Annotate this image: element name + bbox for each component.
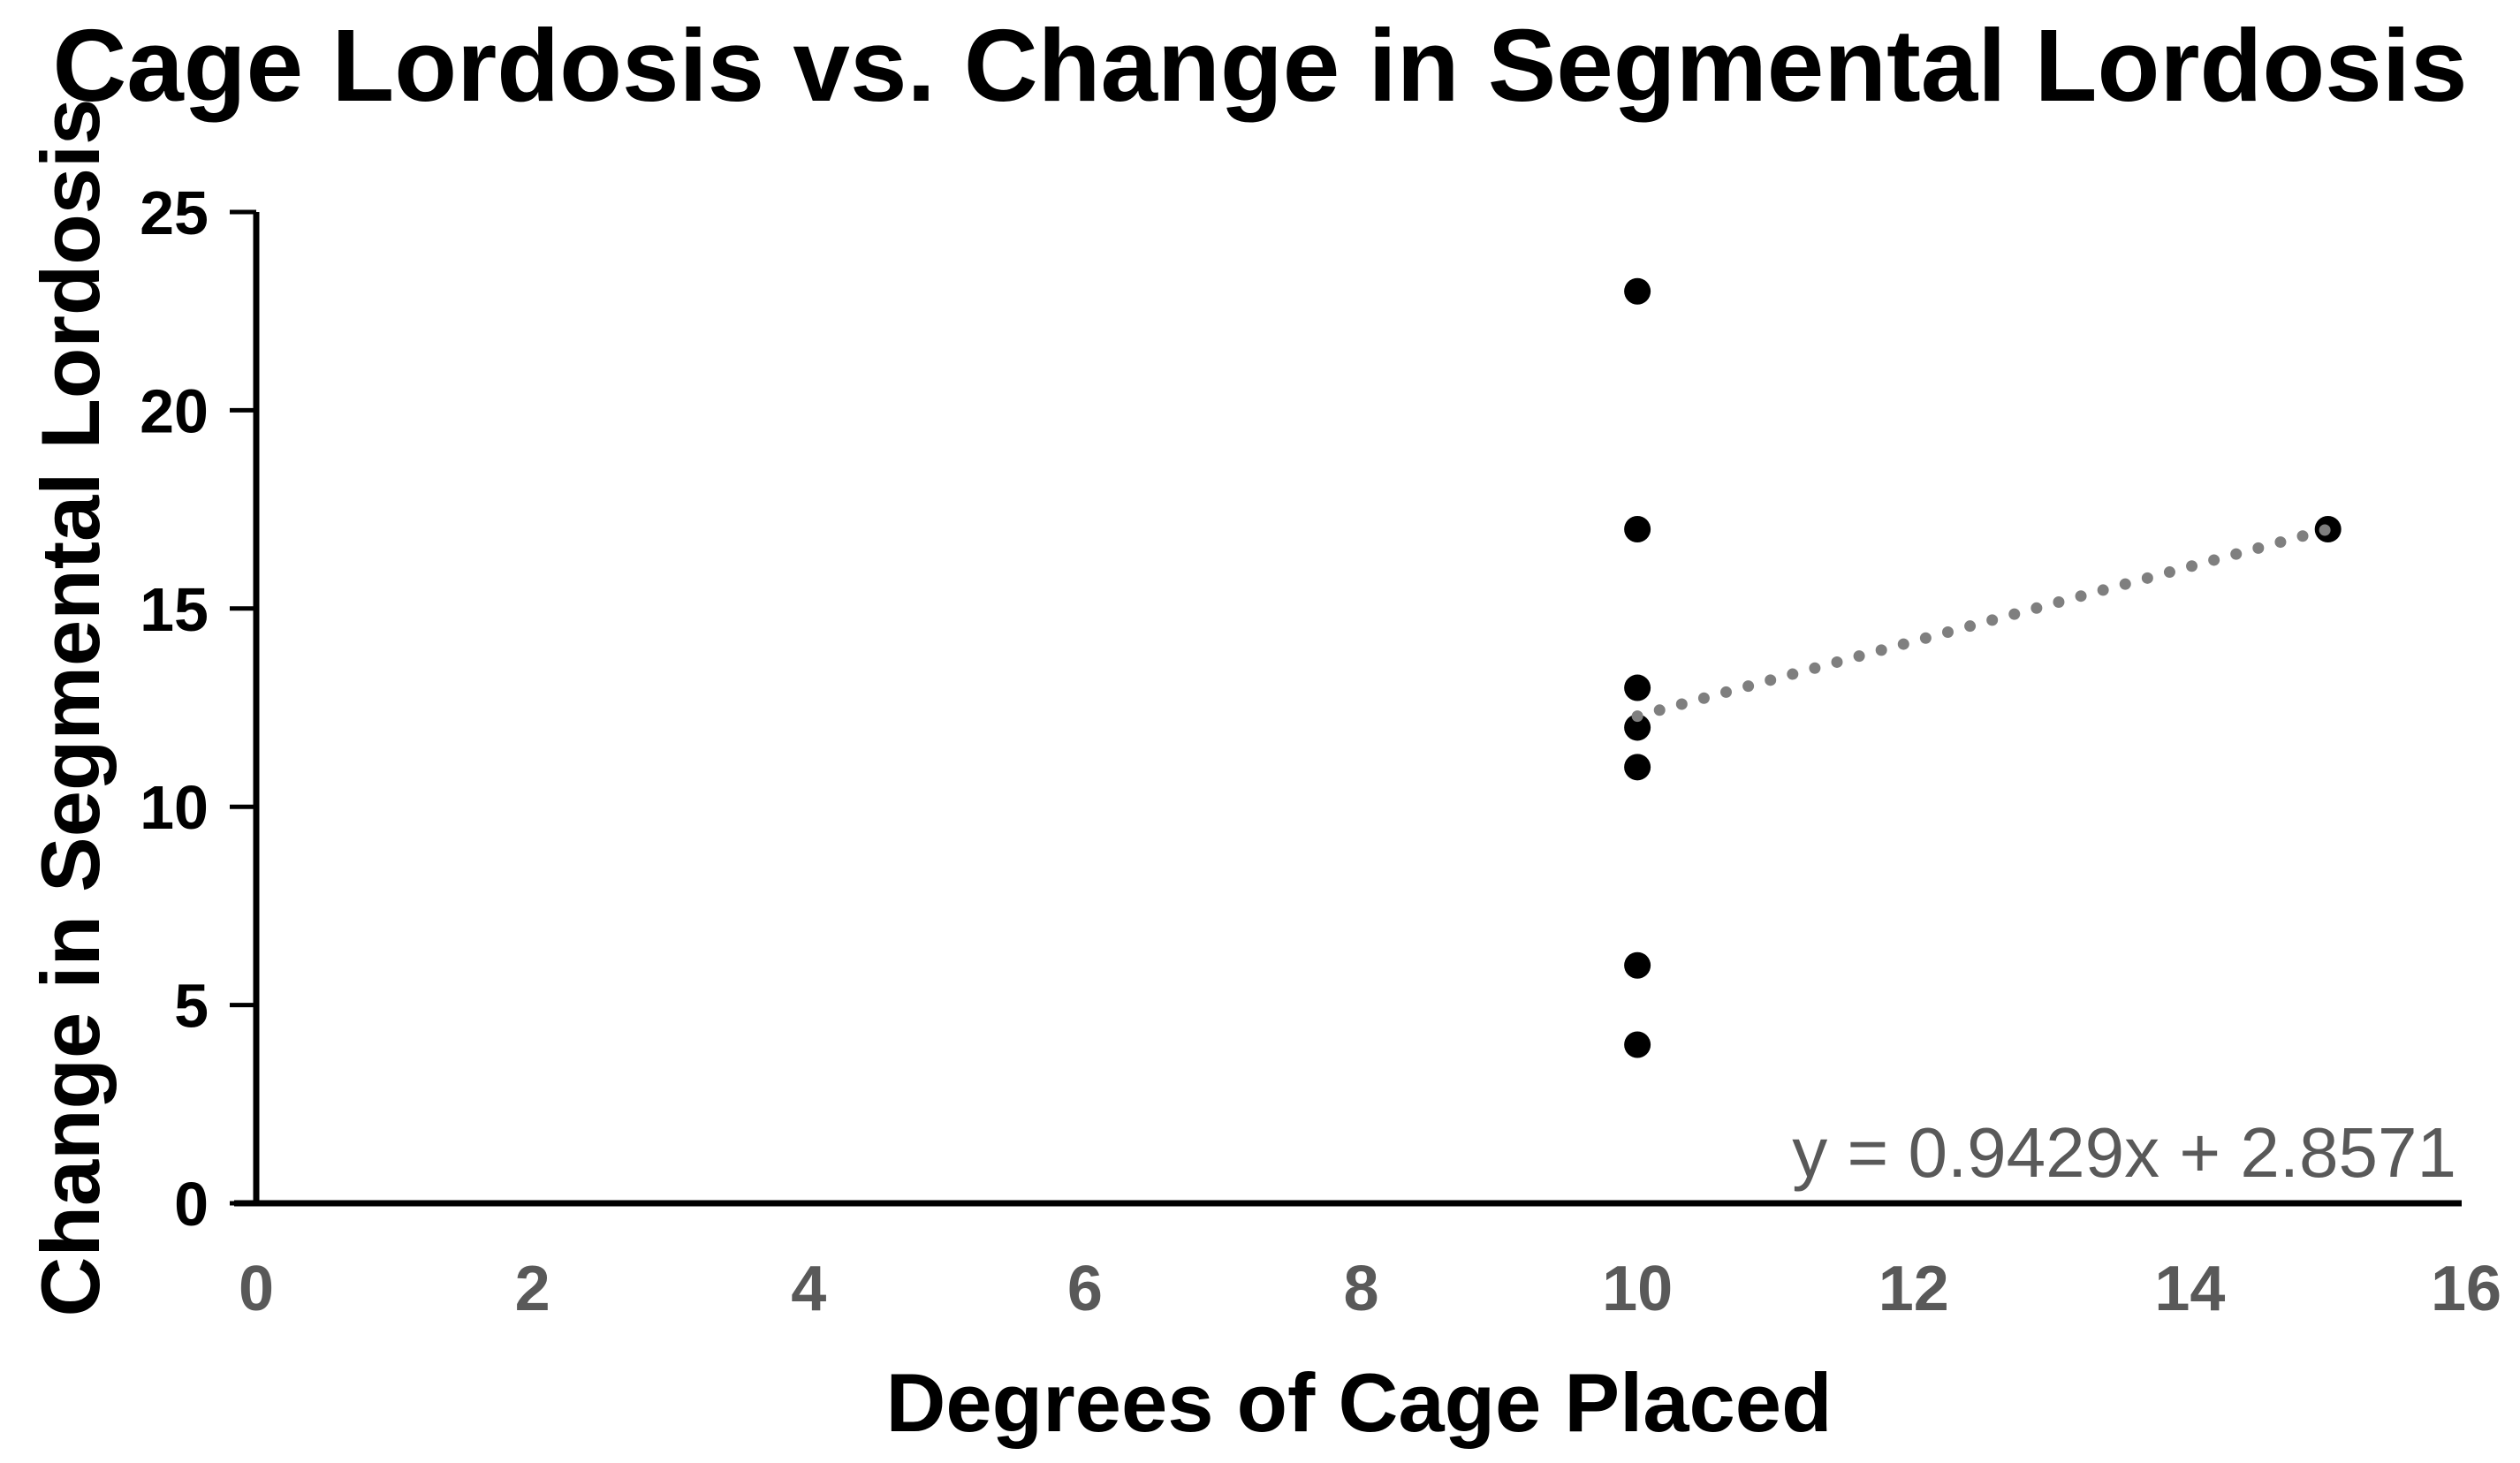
y-tick-label: 25 xyxy=(140,178,209,247)
data-points xyxy=(1624,277,2342,1058)
x-tick-label: 14 xyxy=(2154,1254,2225,1324)
y-tick-label: 0 xyxy=(174,1170,209,1239)
x-tick-label: 16 xyxy=(2431,1254,2501,1324)
x-tick-label: 2 xyxy=(515,1254,550,1324)
x-axis: 0 2 4 6 8 10 12 14 16 Degrees of Cage Placed xyxy=(234,1200,2501,1449)
x-axis-title: Degrees of Cage Placed xyxy=(886,1356,1833,1449)
x-tick-label: 4 xyxy=(791,1254,826,1324)
x-tick-label: 0 xyxy=(239,1254,274,1324)
data-point xyxy=(1624,714,1651,741)
x-tick-label: 6 xyxy=(1067,1254,1103,1324)
y-tick-label: 10 xyxy=(140,773,209,842)
chart-title: Cage Lordosis vs. Change in Segmental Lo… xyxy=(52,8,2467,123)
y-tick-label: 20 xyxy=(140,376,209,445)
y-axis: 0 5 10 15 20 25 Change in Segmental Lordosis xyxy=(24,99,260,1317)
y-tick-label: 5 xyxy=(174,972,209,1041)
data-point xyxy=(1624,516,1651,543)
data-point xyxy=(1624,1031,1651,1058)
y-axis-ticks xyxy=(230,209,256,1206)
y-axis-title: Change in Segmental Lordosis xyxy=(24,99,117,1317)
data-point xyxy=(1624,674,1651,701)
trendline-equation: y = 0.9429x + 2.8571 xyxy=(1792,1113,2456,1192)
y-axis-tick-labels: 0 5 10 15 20 25 xyxy=(140,178,209,1239)
x-tick-label: 8 xyxy=(1343,1254,1378,1324)
data-point xyxy=(1624,754,1651,781)
x-tick-label: 10 xyxy=(1602,1254,1673,1324)
trendline xyxy=(1631,523,2334,723)
data-point xyxy=(1624,951,1651,979)
data-point xyxy=(1624,277,1651,305)
x-axis-tick-labels: 0 2 4 6 8 10 12 14 16 xyxy=(239,1254,2501,1324)
y-tick-label: 15 xyxy=(140,575,209,644)
x-tick-label: 12 xyxy=(1879,1254,1949,1324)
